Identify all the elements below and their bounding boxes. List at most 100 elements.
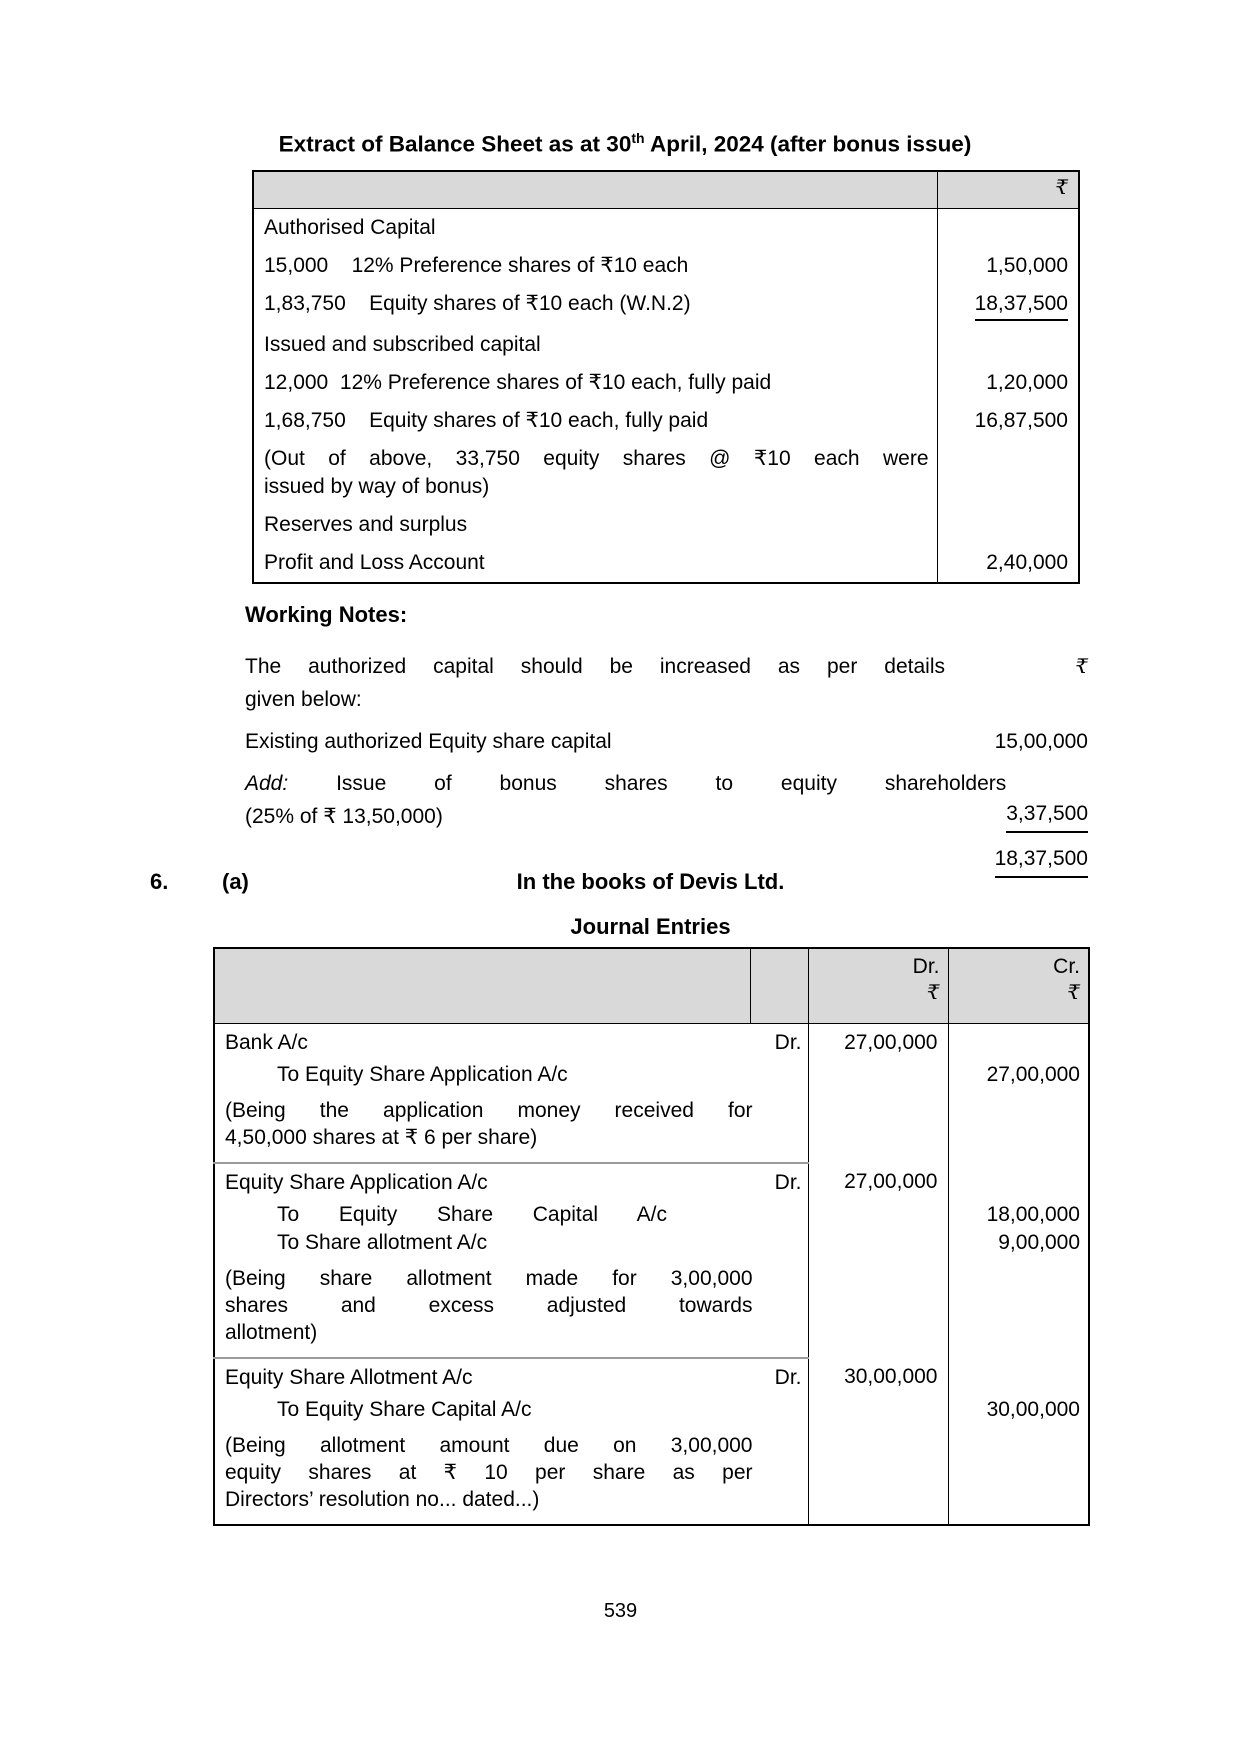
underlined-amount: 18,37,500 bbox=[974, 290, 1068, 321]
row-amount bbox=[936, 208, 1079, 247]
table-row: Profit and Loss Account 2,40,000 bbox=[253, 544, 1079, 583]
journal-entries-subtitle: Journal Entries bbox=[570, 914, 731, 939]
working-notes-section: Working Notes: The authorized capital sh… bbox=[245, 602, 1088, 887]
journal-narration-row: (Being share allotment made for 3,00,000… bbox=[214, 1256, 1089, 1359]
journal-credit-row: To Equity Share Application A/c 27,00,00… bbox=[214, 1060, 1089, 1088]
dr-notation: Dr. bbox=[774, 1171, 802, 1194]
credit-amount bbox=[947, 1358, 1089, 1395]
row-label: (Out of above, 33,750 equity shares @ ₹1… bbox=[253, 440, 937, 506]
journal-credit-row: To Equity Share Capital A/c 30,00,000 bbox=[214, 1395, 1089, 1423]
row-label: Issued and subscribed capital bbox=[264, 333, 541, 356]
row-label: 15,000 12% Preference shares of ₹10 each bbox=[264, 254, 689, 277]
debit-amount bbox=[807, 1060, 948, 1088]
narration-text: (Being share allotment made for 3,00,000… bbox=[214, 1256, 808, 1359]
table-row: 1,83,750 Equity shares of ₹10 each (W.N.… bbox=[253, 285, 1079, 326]
intro-text: The authorized capital should be increas… bbox=[245, 650, 1040, 716]
rupee-symbol: ₹ bbox=[926, 982, 940, 1004]
journal-narration-row: (Being the application money received fo… bbox=[214, 1088, 1089, 1164]
row-amount: 1,50,000 bbox=[936, 247, 1079, 285]
working-notes-add-row: Add: Issue of bonus shares to equity sha… bbox=[245, 767, 1088, 833]
journal-credit-row: To Share allotment A/c 9,00,000 bbox=[214, 1228, 1089, 1256]
row-label: Existing authorized Equity share capital bbox=[245, 730, 612, 753]
add-line-1: Add: Issue of bonus shares to equity sha… bbox=[245, 767, 1006, 800]
debit-amount bbox=[807, 1395, 948, 1423]
header-particulars-cell bbox=[253, 171, 937, 209]
debit-amount: 27,00,000 bbox=[807, 1023, 948, 1060]
row-label: Profit and Loss Account bbox=[264, 551, 485, 574]
question-part: (a) bbox=[222, 869, 249, 894]
row-amount: 3,37,500 bbox=[1006, 797, 1088, 833]
account-name: Equity Share Application A/c bbox=[225, 1171, 488, 1194]
table-row: 12,000 12% Preference shares of ₹10 each… bbox=[253, 364, 1079, 402]
title-superscript: th bbox=[631, 130, 645, 146]
rupee-symbol: ₹ bbox=[1055, 177, 1068, 199]
rupee-symbol: ₹ bbox=[1075, 656, 1088, 678]
credit-amount bbox=[947, 1023, 1089, 1060]
underlined-amount: 3,37,500 bbox=[1006, 797, 1088, 833]
narration-text: (Being allotment amount due on 3,00,000 e… bbox=[225, 1434, 753, 1511]
journal-debit-row: Equity Share Allotment A/c Dr. 30,00,000 bbox=[214, 1358, 1089, 1395]
title-prefix: Extract of Balance Sheet as at 30 bbox=[278, 131, 632, 157]
account-name: To Equity Share Capital A/c bbox=[277, 1398, 532, 1421]
add-line-2: (25% of ₹ 13,50,000) bbox=[245, 805, 443, 828]
working-notes-intro-row: The authorized capital should be increas… bbox=[245, 650, 1088, 716]
page-number: 539 bbox=[603, 1600, 638, 1622]
narration-text: (Being the application money received fo… bbox=[214, 1088, 808, 1164]
balance-sheet-title: Extract of Balance Sheet as at 30th Apri… bbox=[160, 130, 1090, 158]
title-suffix: April, 2024 (after bonus issue) bbox=[644, 131, 972, 157]
account-name: Bank A/c bbox=[225, 1031, 308, 1054]
table-row: 1,68,750 Equity shares of ₹10 each, full… bbox=[253, 402, 1079, 440]
journal-entries-table: Dr. ₹ Cr. ₹ Bank A/c Dr. 27,00,000 To Eq… bbox=[213, 947, 1090, 1526]
dr-notation: Dr. bbox=[774, 1031, 802, 1054]
row-amount: 16,87,500 bbox=[936, 402, 1079, 440]
debit-amount: 27,00,000 bbox=[807, 1163, 948, 1200]
header-folio-cell bbox=[749, 948, 808, 1024]
table-row: Reserves and surplus bbox=[253, 506, 1079, 544]
row-label: 12,000 12% Preference shares of ₹10 each… bbox=[264, 371, 772, 394]
header-currency-cell: ₹ bbox=[936, 171, 1079, 209]
total-amount: 18,37,500 bbox=[994, 842, 1088, 878]
add-rest: Issue of bonus shares to equity sharehol… bbox=[336, 772, 1007, 795]
row-amount bbox=[936, 440, 1079, 506]
balance-sheet-header-row: ₹ bbox=[253, 171, 1079, 209]
account-name: Equity Share Allotment A/c bbox=[225, 1366, 473, 1389]
row-label: 1,68,750 Equity shares of ₹10 each, full… bbox=[264, 409, 709, 432]
journal-credit-row: To Equity Share Capital A/c 18,00,000 bbox=[214, 1200, 1089, 1228]
rupee-symbol: ₹ bbox=[1067, 982, 1080, 1004]
row-amount: 18,37,500 bbox=[936, 285, 1079, 326]
journal-header-row: Dr. ₹ Cr. ₹ bbox=[214, 948, 1089, 1024]
row-amount: 15,00,000 bbox=[994, 730, 1088, 753]
intro-line-2: given below: bbox=[245, 688, 362, 711]
working-notes-row: Existing authorized Equity share capital… bbox=[245, 725, 1088, 758]
currency-cell: ₹ bbox=[1040, 650, 1088, 684]
intro-line-1: The authorized capital should be increas… bbox=[245, 655, 945, 678]
row-label: Reserves and surplus bbox=[264, 513, 468, 536]
credit-amount: 18,00,000 bbox=[947, 1200, 1089, 1228]
question-number: 6. bbox=[150, 869, 169, 894]
balance-sheet-table: ₹ Authorised Capital 15,000 12% Preferen… bbox=[252, 170, 1080, 584]
row-label: Authorised Capital bbox=[264, 216, 436, 239]
header-particulars-cell bbox=[214, 948, 750, 1024]
debit-amount bbox=[807, 1228, 948, 1256]
working-notes-total-row: 18,37,500 bbox=[245, 842, 1088, 878]
header-credit-cell: Cr. ₹ bbox=[947, 948, 1089, 1024]
credit-amount bbox=[947, 1163, 1089, 1200]
credit-amount: 9,00,000 bbox=[947, 1228, 1089, 1256]
debit-amount bbox=[807, 1200, 948, 1228]
credit-amount: 27,00,000 bbox=[947, 1060, 1089, 1088]
add-text: Add: Issue of bonus shares to equity sha… bbox=[245, 767, 1006, 833]
header-debit-cell: Dr. ₹ bbox=[807, 948, 948, 1024]
table-row: (Out of above, 33,750 equity shares @ ₹1… bbox=[253, 440, 1079, 506]
account-name: To Share allotment A/c bbox=[277, 1231, 488, 1254]
add-label: Add: bbox=[245, 772, 289, 795]
underlined-amount: 18,37,500 bbox=[994, 842, 1088, 878]
table-row: Issued and subscribed capital bbox=[253, 326, 1079, 364]
credit-amount: 30,00,000 bbox=[947, 1395, 1089, 1423]
table-row: Authorised Capital bbox=[253, 208, 1079, 247]
table-row: 15,000 12% Preference shares of ₹10 each… bbox=[253, 247, 1079, 285]
book-title: In the books of Devis Ltd. bbox=[516, 869, 785, 894]
account-name: To Equity Share Capital A/c bbox=[277, 1203, 667, 1226]
section-heading: 6. (a) In the books of Devis Ltd. bbox=[0, 869, 1241, 903]
debit-label: Dr. bbox=[912, 955, 940, 978]
